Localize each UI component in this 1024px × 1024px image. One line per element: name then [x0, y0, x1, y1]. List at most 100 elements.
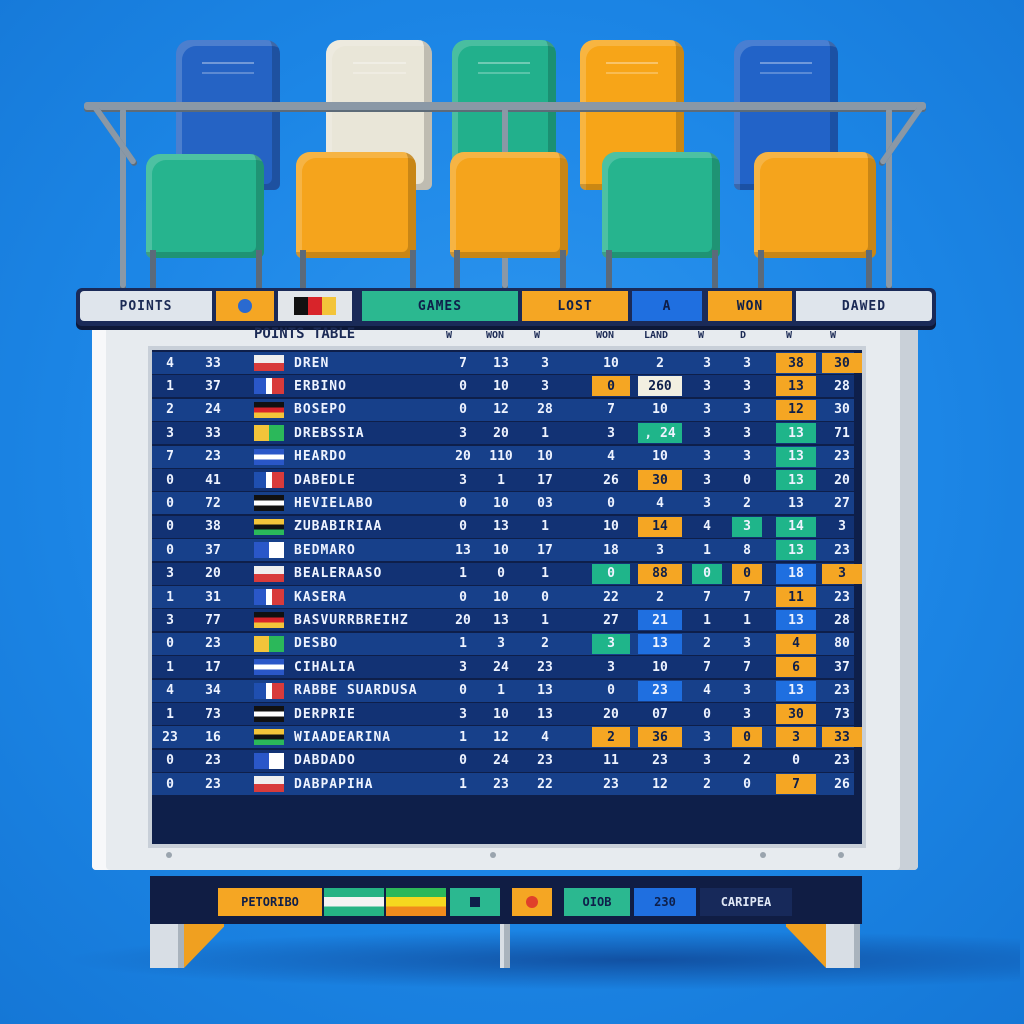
stat-cell: 3	[743, 402, 751, 418]
stat-cell: 2	[743, 495, 751, 511]
stat-cell: 0	[607, 683, 615, 699]
stat-cell: 18	[788, 566, 804, 582]
stat-cell: 3	[607, 425, 615, 441]
stat-cell: 3	[541, 378, 549, 394]
stat-cell: 7	[703, 659, 711, 675]
stat-cell: 110	[489, 449, 513, 465]
stat-cell: 3	[541, 355, 549, 371]
stat-cell: 71	[834, 425, 850, 441]
stat-cell: 3	[838, 566, 846, 582]
stat-cell: 30	[788, 706, 804, 722]
cell-highlight	[638, 633, 682, 654]
team-flag-icon	[254, 425, 284, 442]
stat-cell: 33	[834, 729, 850, 745]
stat-cell: 10	[493, 589, 509, 605]
team-name: HEARDO	[294, 449, 347, 465]
stat-cell: 3	[743, 449, 751, 465]
stat-cell: 23	[493, 776, 509, 792]
stat-cell: 2	[703, 776, 711, 792]
stat-cell: 0	[459, 683, 467, 699]
cell-highlight	[638, 680, 682, 701]
stat-cell: 23	[834, 589, 850, 605]
stat-cell: 23	[834, 683, 850, 699]
stat-cell: 3	[607, 636, 615, 652]
cell-highlight	[732, 727, 762, 748]
stat-cell: 0	[607, 495, 615, 511]
stat-cell: 4	[656, 495, 664, 511]
stat-cell: 17	[537, 542, 553, 558]
seat-leg	[150, 250, 156, 290]
stat-cell: 28	[834, 612, 850, 628]
stat-cell: 1	[703, 542, 711, 558]
column-header: D	[740, 330, 747, 341]
column-header: W	[830, 330, 837, 341]
stat-cell: 23	[652, 683, 668, 699]
table-row: 23 16 WIAADEARINA 1 12 4 2 36 3 0 3 33	[152, 726, 862, 749]
stat-cell: 13	[788, 542, 804, 558]
stat-cell: 13	[493, 612, 509, 628]
cell-highlight	[822, 727, 862, 748]
stat-cell: 2	[656, 589, 664, 605]
table-row: 0 23 DABDADO 0 24 23 11 23 3 2 0 23	[152, 749, 854, 772]
stat-cell: 3	[792, 729, 800, 745]
stat-cell: 6	[792, 659, 800, 675]
team-flag-icon	[254, 355, 284, 371]
stat-cell: 38	[788, 355, 804, 371]
stat-cell: 10	[493, 495, 509, 511]
header-drawn: DAWED	[796, 291, 932, 321]
stat-cell: 2	[703, 636, 711, 652]
stat-cell: 3	[459, 425, 467, 441]
stat-cell: 3	[838, 519, 846, 535]
board-title: POINTS TABLE	[254, 326, 356, 342]
cell-highlight	[592, 727, 630, 748]
points-cell: 23	[205, 776, 221, 792]
cell-highlight	[776, 727, 816, 748]
stat-cell: 10	[493, 378, 509, 394]
stat-cell: 3	[703, 753, 711, 769]
header-flag-icon	[278, 291, 352, 321]
team-flag-icon	[254, 706, 284, 722]
stat-cell: 10	[652, 449, 668, 465]
table-row: 2 24 BOSEPO 0 12 28 7 10 3 3 12 30	[152, 398, 854, 421]
stat-cell: 13	[788, 612, 804, 628]
team-name: DESBO	[294, 636, 339, 652]
stat-cell: 0	[459, 402, 467, 418]
team-flag-icon	[254, 752, 284, 769]
table-row: 1 73 DERPRIE 3 10 13 20 07 0 3 30 73	[152, 703, 854, 725]
stat-cell: 1	[459, 636, 467, 652]
stat-cell: 1	[459, 729, 467, 745]
points-cell: 37	[205, 378, 221, 394]
rank-cell: 0	[166, 776, 174, 792]
stat-cell: 13	[788, 683, 804, 699]
cell-highlight	[822, 353, 862, 373]
stat-cell: 28	[834, 378, 850, 394]
stat-cell: 37	[834, 659, 850, 675]
stat-cell: 23	[834, 542, 850, 558]
stat-cell: 1	[497, 472, 505, 488]
stat-cell: 23	[603, 776, 619, 792]
rank-cell: 1	[166, 378, 174, 394]
stat-cell: 0	[459, 495, 467, 511]
team-flag-icon	[254, 495, 284, 512]
stat-cell: 2	[656, 355, 664, 371]
table-row: 1 31 KASERA 0 10 0 22 2 7 7 11 23	[152, 586, 854, 608]
footer-badge-icon	[450, 888, 500, 916]
stat-cell: 20	[603, 706, 619, 722]
stat-cell: 0	[743, 472, 751, 488]
footer-badge-icon	[512, 888, 552, 916]
table-row: 3 20 BEALERAASO 1 0 1 0 88 0 0 18 3	[152, 562, 862, 585]
stat-cell: 4	[703, 519, 711, 535]
team-name: BOSEPO	[294, 402, 347, 418]
footer-flag-icon	[324, 888, 384, 916]
stat-cell: 1	[541, 519, 549, 535]
stat-cell: 13	[537, 706, 553, 722]
footer-label: OIOB	[564, 888, 630, 916]
table-row: 0 41 DABEDLE 3 1 17 26 30 3 0 13 20	[152, 469, 854, 491]
stat-cell: , 24	[644, 425, 676, 441]
team-flag-icon	[254, 401, 284, 418]
header-lost: LOST	[522, 291, 628, 321]
team-name: BEDMARO	[294, 542, 356, 558]
cell-highlight	[592, 563, 630, 584]
rank-cell: 0	[166, 753, 174, 769]
stat-cell: 1	[743, 612, 751, 628]
